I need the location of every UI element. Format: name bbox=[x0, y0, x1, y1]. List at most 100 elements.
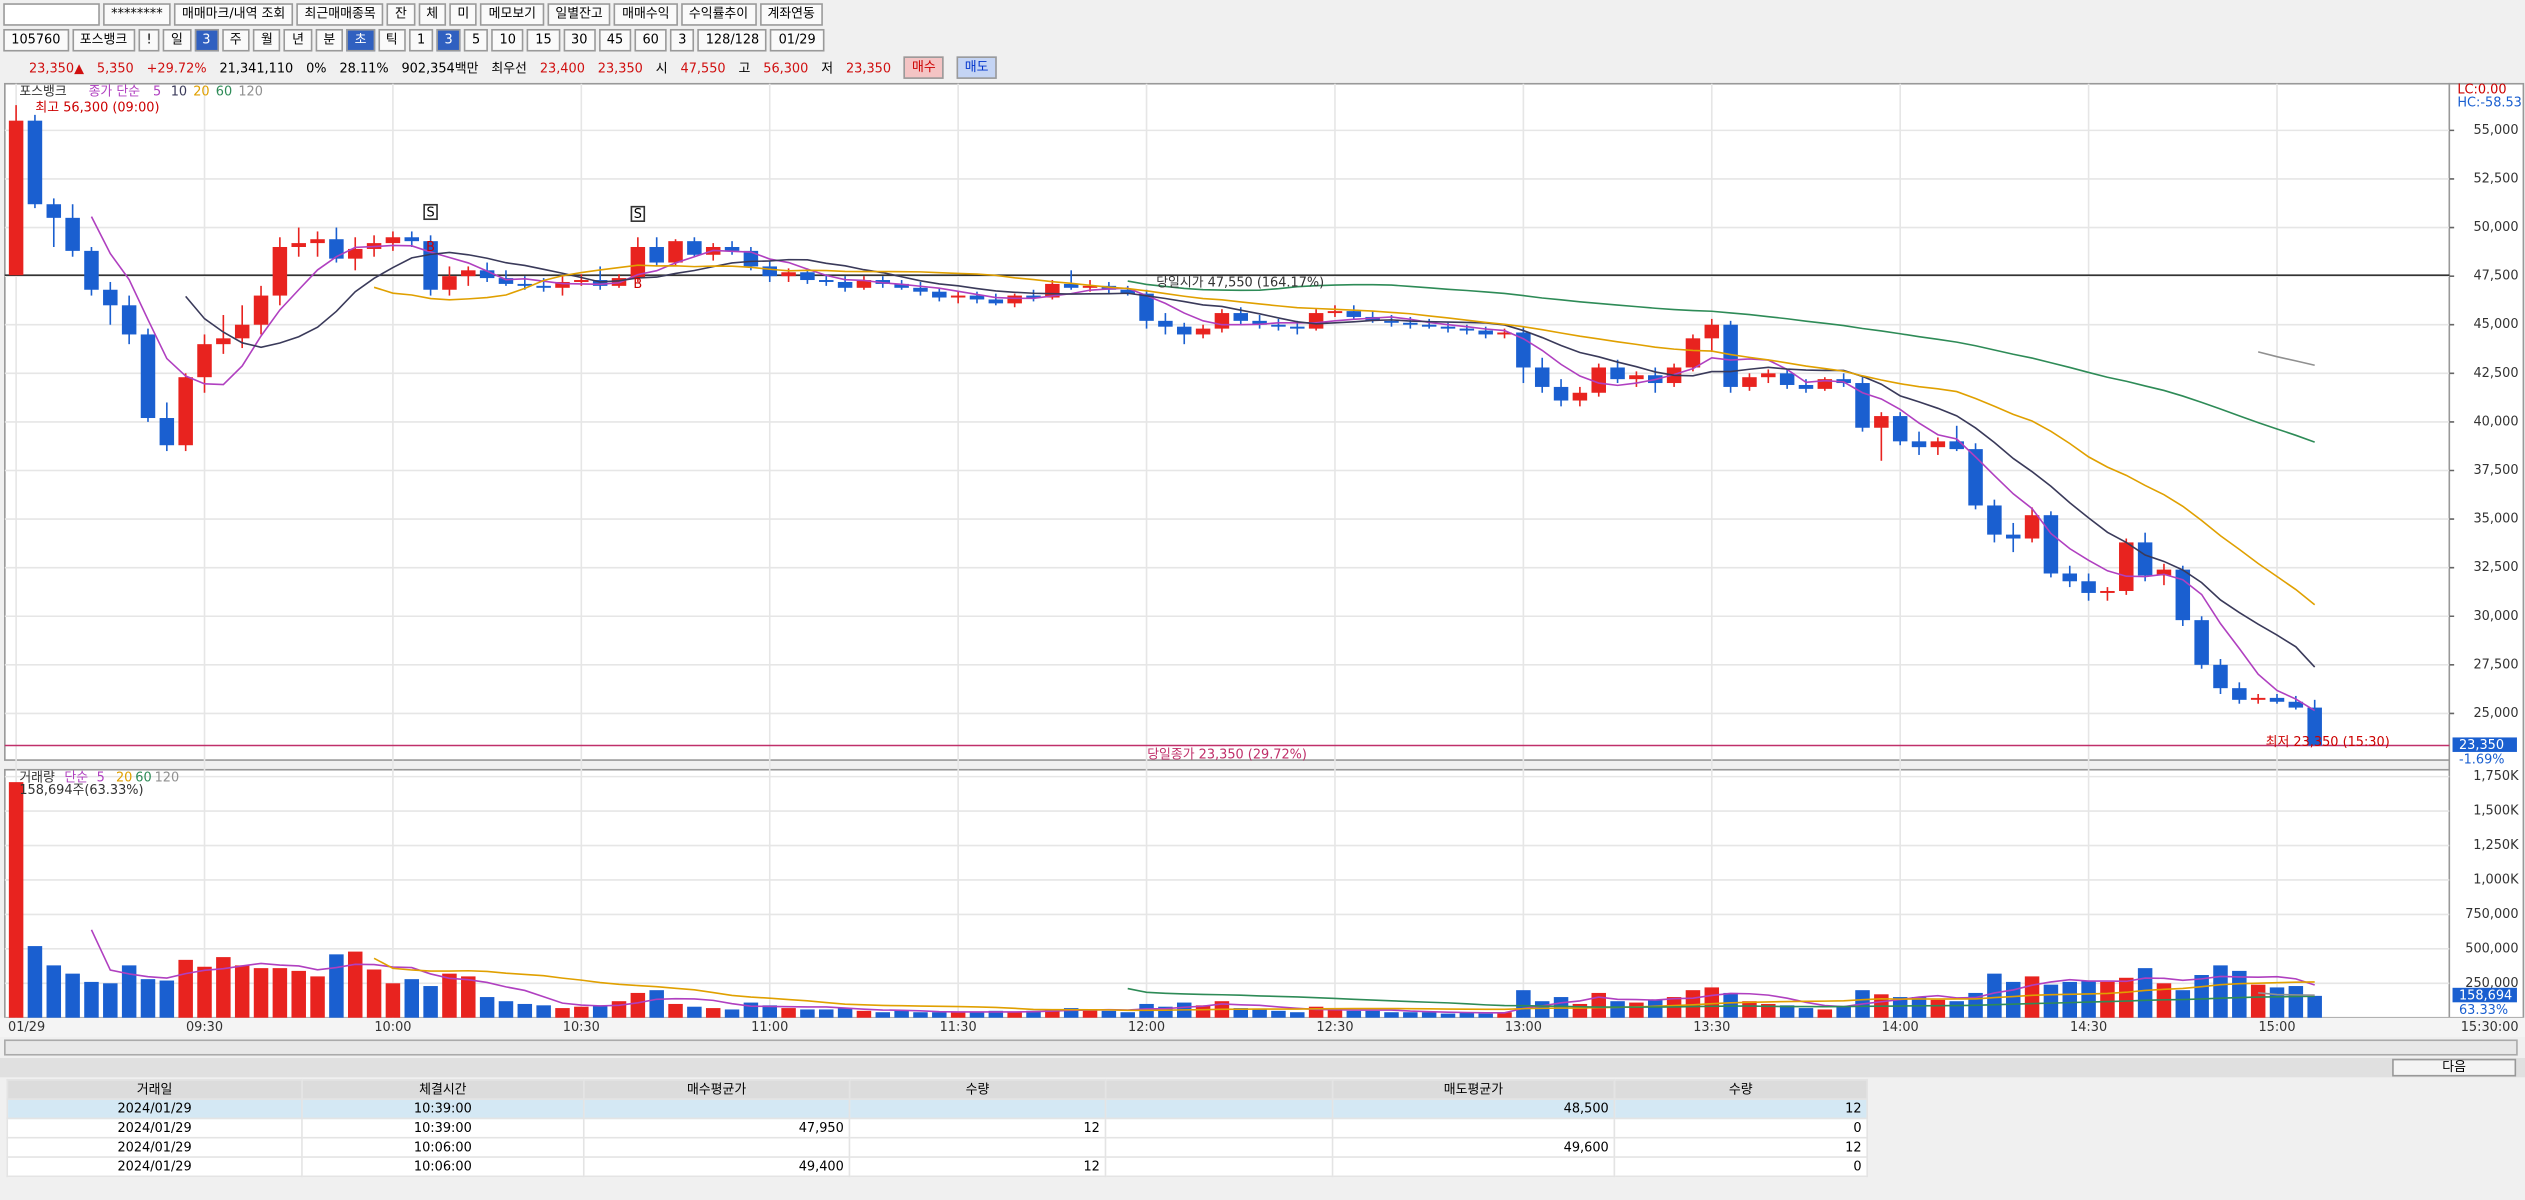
candle-body bbox=[1874, 416, 1889, 428]
toolbar-button[interactable]: 최근매매종목 bbox=[296, 3, 384, 26]
toolbar-button[interactable]: 주 bbox=[221, 28, 250, 52]
candle-body bbox=[329, 239, 344, 259]
volume-bar bbox=[1026, 1010, 1041, 1018]
volume-bar bbox=[234, 965, 250, 1018]
legend-label: 120 bbox=[155, 770, 180, 785]
toolbar-button[interactable]: 포스뱅크 bbox=[71, 28, 136, 52]
header-cell: 수량 bbox=[1613, 1078, 1868, 1100]
toolbar-button[interactable]: 5 bbox=[463, 28, 489, 52]
toolbar-button[interactable]: 잔 bbox=[386, 3, 415, 26]
toolbar-button[interactable]: 년 bbox=[284, 28, 313, 52]
volume-bar bbox=[423, 986, 438, 1018]
volume-bar bbox=[1252, 1009, 1267, 1018]
last-volume-pct: 63.33% bbox=[2459, 1003, 2508, 1018]
y-tick-label: 27,500 bbox=[2473, 657, 2518, 672]
hc-label: HC:-58.53 bbox=[2457, 96, 2522, 111]
volume-bar bbox=[913, 1012, 928, 1018]
toolbar-button[interactable]: 일별잔고 bbox=[547, 3, 611, 26]
candle-body bbox=[1421, 324, 1437, 327]
cell bbox=[582, 1098, 851, 1120]
legend-label: 단순 bbox=[64, 770, 88, 785]
candle-body bbox=[2119, 542, 2134, 591]
volume-bar bbox=[479, 997, 495, 1018]
toolbar-button[interactable]: 수익률추이 bbox=[680, 3, 757, 26]
cell: 12 bbox=[848, 1117, 1107, 1139]
toolbar-button[interactable]: 매매수익 bbox=[614, 3, 678, 26]
volume-bar bbox=[1987, 973, 2002, 1018]
toolbar-button[interactable]: 매매마크/내역 조회 bbox=[173, 3, 294, 26]
candle-body bbox=[1384, 320, 1399, 323]
toolbar-button[interactable]: 분 bbox=[315, 28, 344, 52]
candle-body bbox=[1798, 384, 1814, 389]
table-row[interactable]: 2024/01/29 10:39:00 47,950 12 0 bbox=[6, 1117, 1868, 1139]
volume-bar bbox=[329, 954, 344, 1018]
toolbar-button[interactable]: 105760 bbox=[3, 28, 69, 52]
toolbar-button[interactable]: 메모보기 bbox=[480, 3, 545, 26]
candle-body bbox=[159, 418, 175, 446]
legend-label: 20 bbox=[193, 84, 209, 99]
table-row[interactable]: 2024/01/29 10:39:00 48,500 12 bbox=[6, 1098, 1868, 1120]
toolbar-button[interactable]: ! bbox=[138, 28, 160, 52]
candle-body bbox=[592, 280, 608, 286]
cell: 10:39:00 bbox=[301, 1117, 585, 1139]
table-row[interactable]: 2024/01/29 10:06:00 49,400 12 0 bbox=[6, 1156, 1868, 1178]
toolbar-button[interactable]: 초 bbox=[346, 28, 375, 52]
toolbar-button[interactable]: 15 bbox=[527, 28, 560, 52]
candle-body bbox=[2081, 581, 2096, 593]
toolbar-button[interactable]: 30 bbox=[562, 28, 596, 52]
toolbar-button[interactable]: ******** bbox=[103, 3, 171, 26]
ma-line bbox=[2258, 992, 2315, 996]
volume-bar bbox=[630, 992, 646, 1018]
buy-button[interactable]: 매수 bbox=[903, 56, 944, 79]
candle-body bbox=[1930, 441, 1946, 448]
last-change: -1.69% bbox=[2459, 752, 2505, 767]
candle-body bbox=[310, 239, 325, 244]
volume-bar bbox=[1704, 987, 1720, 1018]
scrollbar[interactable] bbox=[4, 1039, 2518, 1056]
next-button[interactable] bbox=[2392, 1058, 2517, 1077]
toolbar-button[interactable]: 1 bbox=[408, 28, 434, 52]
toolbar-button[interactable]: 월 bbox=[252, 28, 281, 52]
volume-bar bbox=[159, 980, 175, 1018]
toolbar-button[interactable]: 3 bbox=[436, 28, 461, 52]
table-row[interactable]: 2024/01/29 10:06:00 49,600 12 bbox=[6, 1136, 1868, 1158]
search-input[interactable] bbox=[3, 3, 100, 26]
toolbar-button[interactable]: 3 bbox=[670, 28, 695, 52]
candle-body bbox=[347, 248, 363, 259]
y-tick-label: 1,500K bbox=[2473, 804, 2519, 819]
volume-bar bbox=[1327, 1009, 1343, 1018]
table: 거래일 체결시간 매수평균가 수량 매도평균가 수량 2024/01/29 10:39:00 4… bbox=[6, 1078, 1868, 1178]
toolbar-button[interactable]: 10 bbox=[491, 28, 525, 52]
toolbar-button[interactable]: 3 bbox=[194, 28, 219, 52]
header-cell: 체결시간 bbox=[301, 1078, 585, 1100]
cell bbox=[1104, 1117, 1334, 1139]
volume-bar bbox=[1365, 1010, 1380, 1018]
y-tick-label: 45,000 bbox=[2473, 317, 2518, 332]
candle-body bbox=[2288, 701, 2304, 708]
toolbar-button[interactable]: 128/128 bbox=[697, 28, 768, 52]
toolbar-button[interactable]: 미 bbox=[449, 3, 478, 26]
toolbar-button[interactable]: 일 bbox=[162, 28, 191, 52]
volume-bar bbox=[1949, 1001, 1964, 1018]
toolbar-button[interactable]: 45 bbox=[598, 28, 632, 52]
toolbar-button[interactable]: 틱 bbox=[377, 28, 406, 52]
quote-field: 고 bbox=[738, 60, 751, 75]
toolbar-button[interactable]: 계좌연동 bbox=[759, 3, 823, 26]
volume-bar bbox=[1610, 1001, 1625, 1018]
cell bbox=[1331, 1156, 1616, 1178]
toolbar-button[interactable]: 01/29 bbox=[770, 28, 824, 52]
sell-button[interactable]: 매도 bbox=[956, 56, 997, 79]
candle-body bbox=[272, 246, 288, 296]
last-volume-box bbox=[2452, 987, 2517, 1003]
toolbar-button[interactable]: 체 bbox=[418, 3, 447, 26]
candle-body bbox=[1761, 373, 1776, 378]
toolbar-button[interactable]: 60 bbox=[634, 28, 667, 52]
volume-bar bbox=[1346, 1010, 1362, 1018]
volume-bar bbox=[687, 1006, 702, 1018]
candle-body bbox=[1158, 320, 1173, 327]
next-label[interactable]: 다음 bbox=[2442, 1060, 2466, 1075]
cell: 2024/01/29 bbox=[6, 1098, 303, 1120]
y-tick-label: 35,000 bbox=[2473, 512, 2518, 527]
volume-bar bbox=[837, 1008, 853, 1018]
cell bbox=[1104, 1156, 1334, 1178]
